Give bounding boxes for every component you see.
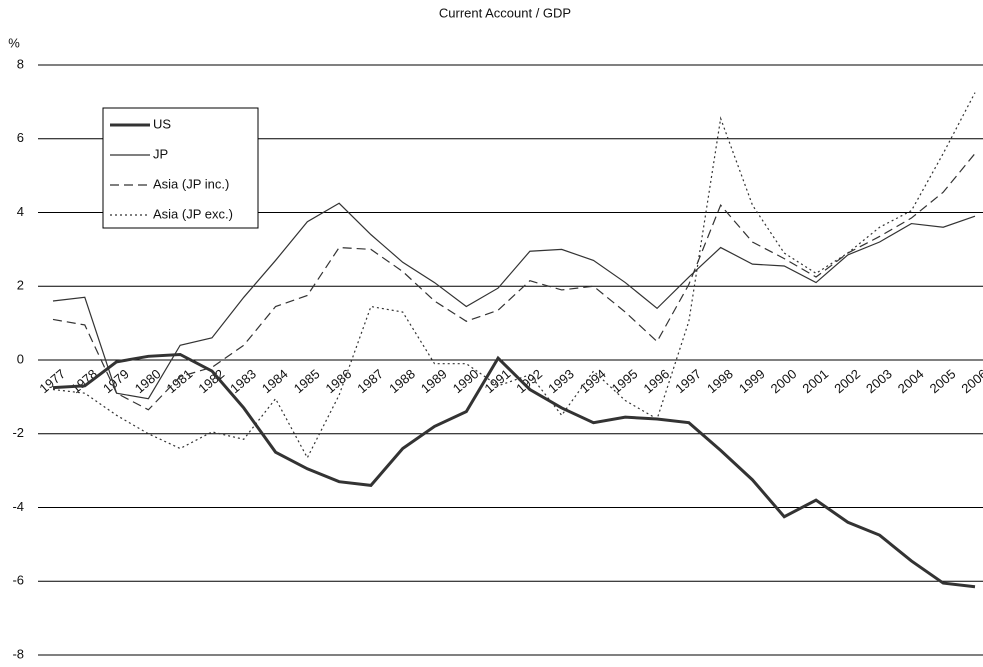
x-tick-label: 1992 bbox=[513, 366, 545, 396]
series-line bbox=[52, 202, 976, 400]
legend-label: Asia (JP inc.) bbox=[153, 176, 229, 191]
x-tick-label: 1983 bbox=[227, 366, 259, 396]
legend-label: JP bbox=[153, 146, 168, 161]
y-tick-label: 4 bbox=[17, 204, 24, 219]
chart-title: Current Account / GDP bbox=[439, 5, 571, 20]
x-tick-label: 1993 bbox=[545, 366, 577, 396]
x-tick-label: 1989 bbox=[418, 366, 450, 396]
x-tick-label: 1986 bbox=[323, 366, 355, 396]
y-tick-label: -4 bbox=[12, 499, 24, 514]
x-tick-label: 2002 bbox=[831, 366, 863, 396]
y-tick-label: 8 bbox=[17, 56, 24, 71]
y-tick-label: -6 bbox=[12, 573, 24, 588]
y-axis-label: % bbox=[8, 35, 20, 50]
x-tick-label: 2000 bbox=[768, 366, 800, 396]
x-tick-label: 1988 bbox=[386, 366, 418, 396]
x-tick-label: 2006 bbox=[958, 366, 983, 396]
x-tick-label: 1996 bbox=[640, 366, 672, 396]
x-tick-label: 1987 bbox=[354, 366, 386, 396]
x-tick-label: 1998 bbox=[704, 366, 736, 396]
x-tick-label: 1997 bbox=[672, 366, 704, 396]
legend-label: US bbox=[153, 116, 171, 131]
x-tick-label: 2003 bbox=[863, 366, 895, 396]
x-tick-label: 1977 bbox=[36, 366, 68, 396]
x-tick-label: 1999 bbox=[736, 366, 768, 396]
x-tick-label: 2001 bbox=[799, 366, 831, 396]
y-tick-label: -2 bbox=[12, 425, 24, 440]
y-tick-label: 0 bbox=[17, 351, 24, 366]
y-tick-label: -8 bbox=[12, 646, 24, 661]
x-tick-label: 2005 bbox=[927, 366, 959, 396]
x-tick-label: 1984 bbox=[259, 366, 291, 396]
x-tick-label: 1985 bbox=[291, 366, 323, 396]
legend-label: Asia (JP exc.) bbox=[153, 206, 233, 221]
x-tick-label: 1981 bbox=[164, 366, 196, 396]
x-tick-label: 1991 bbox=[482, 366, 514, 396]
x-tick-label: 1995 bbox=[609, 366, 641, 396]
legend-box bbox=[102, 107, 259, 229]
series-line bbox=[52, 153, 976, 411]
y-tick-label: 6 bbox=[17, 130, 24, 145]
y-tick-label: 2 bbox=[17, 278, 24, 293]
x-tick-label: 2004 bbox=[895, 366, 927, 396]
